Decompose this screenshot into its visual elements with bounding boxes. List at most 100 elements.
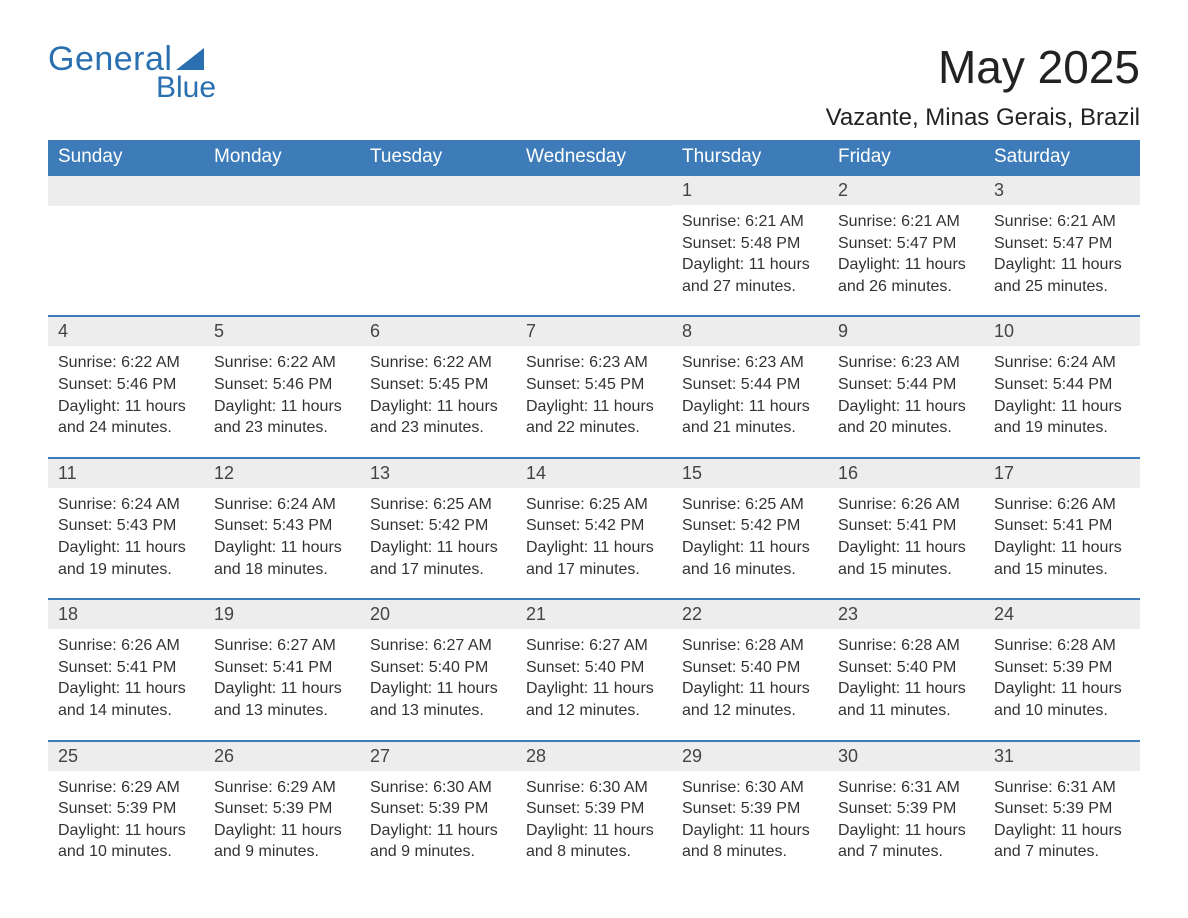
sunset-text: Sunset: 5:41 PM — [58, 657, 194, 679]
day-number: 31 — [984, 742, 1140, 771]
sunset-text: Sunset: 5:39 PM — [994, 798, 1130, 820]
daylight-text-2: and 13 minutes. — [214, 700, 350, 722]
calendar-day-cell: 6Sunrise: 6:22 AMSunset: 5:45 PMDaylight… — [360, 317, 516, 456]
day-number: 8 — [672, 317, 828, 346]
daylight-text-1: Daylight: 11 hours — [526, 537, 662, 559]
weekday-label: Saturday — [984, 140, 1140, 174]
sunset-text: Sunset: 5:39 PM — [838, 798, 974, 820]
day-details: Sunrise: 6:22 AMSunset: 5:46 PMDaylight:… — [48, 346, 204, 456]
sunrise-text: Sunrise: 6:31 AM — [994, 777, 1130, 799]
sunset-text: Sunset: 5:45 PM — [526, 374, 662, 396]
weekday-label: Wednesday — [516, 140, 672, 174]
calendar-day-cell: 2Sunrise: 6:21 AMSunset: 5:47 PMDaylight… — [828, 176, 984, 315]
day-number — [360, 176, 516, 206]
daylight-text-2: and 16 minutes. — [682, 559, 818, 581]
sunset-text: Sunset: 5:44 PM — [682, 374, 818, 396]
day-details: Sunrise: 6:31 AMSunset: 5:39 PMDaylight:… — [984, 771, 1140, 881]
sunset-text: Sunset: 5:39 PM — [994, 657, 1130, 679]
sunset-text: Sunset: 5:44 PM — [838, 374, 974, 396]
sunrise-text: Sunrise: 6:21 AM — [682, 211, 818, 233]
sunset-text: Sunset: 5:42 PM — [526, 515, 662, 537]
day-number: 7 — [516, 317, 672, 346]
day-number: 2 — [828, 176, 984, 205]
sunset-text: Sunset: 5:41 PM — [838, 515, 974, 537]
daylight-text-1: Daylight: 11 hours — [214, 678, 350, 700]
daylight-text-2: and 21 minutes. — [682, 417, 818, 439]
sunrise-text: Sunrise: 6:26 AM — [58, 635, 194, 657]
sunset-text: Sunset: 5:43 PM — [214, 515, 350, 537]
calendar-day-cell: 24Sunrise: 6:28 AMSunset: 5:39 PMDayligh… — [984, 600, 1140, 739]
daylight-text-2: and 8 minutes. — [682, 841, 818, 863]
sunset-text: Sunset: 5:41 PM — [994, 515, 1130, 537]
day-number: 20 — [360, 600, 516, 629]
daylight-text-2: and 17 minutes. — [526, 559, 662, 581]
daylight-text-1: Daylight: 11 hours — [682, 254, 818, 276]
day-details: Sunrise: 6:24 AMSunset: 5:43 PMDaylight:… — [204, 488, 360, 598]
calendar-day-cell — [360, 176, 516, 315]
sunrise-text: Sunrise: 6:30 AM — [526, 777, 662, 799]
sunset-text: Sunset: 5:42 PM — [682, 515, 818, 537]
calendar-day-cell: 29Sunrise: 6:30 AMSunset: 5:39 PMDayligh… — [672, 742, 828, 881]
calendar-day-cell: 15Sunrise: 6:25 AMSunset: 5:42 PMDayligh… — [672, 459, 828, 598]
daylight-text-2: and 26 minutes. — [838, 276, 974, 298]
day-details: Sunrise: 6:22 AMSunset: 5:45 PMDaylight:… — [360, 346, 516, 456]
daylight-text-2: and 23 minutes. — [370, 417, 506, 439]
weekday-label: Thursday — [672, 140, 828, 174]
weekday-label: Sunday — [48, 140, 204, 174]
day-number: 28 — [516, 742, 672, 771]
daylight-text-1: Daylight: 11 hours — [58, 537, 194, 559]
sunrise-text: Sunrise: 6:21 AM — [994, 211, 1130, 233]
sunrise-text: Sunrise: 6:25 AM — [526, 494, 662, 516]
sunrise-text: Sunrise: 6:21 AM — [838, 211, 974, 233]
day-number — [48, 176, 204, 206]
day-number: 16 — [828, 459, 984, 488]
sunrise-text: Sunrise: 6:30 AM — [682, 777, 818, 799]
day-details: Sunrise: 6:30 AMSunset: 5:39 PMDaylight:… — [516, 771, 672, 881]
calendar-day-cell: 25Sunrise: 6:29 AMSunset: 5:39 PMDayligh… — [48, 742, 204, 881]
daylight-text-1: Daylight: 11 hours — [994, 254, 1130, 276]
daylight-text-2: and 22 minutes. — [526, 417, 662, 439]
day-number: 24 — [984, 600, 1140, 629]
daylight-text-1: Daylight: 11 hours — [370, 396, 506, 418]
calendar-day-cell: 20Sunrise: 6:27 AMSunset: 5:40 PMDayligh… — [360, 600, 516, 739]
day-number — [516, 176, 672, 206]
calendar-day-cell: 12Sunrise: 6:24 AMSunset: 5:43 PMDayligh… — [204, 459, 360, 598]
sunrise-text: Sunrise: 6:29 AM — [214, 777, 350, 799]
day-number: 26 — [204, 742, 360, 771]
calendar-week: 1Sunrise: 6:21 AMSunset: 5:48 PMDaylight… — [48, 174, 1140, 315]
day-number: 18 — [48, 600, 204, 629]
daylight-text-2: and 25 minutes. — [994, 276, 1130, 298]
calendar-day-cell: 27Sunrise: 6:30 AMSunset: 5:39 PMDayligh… — [360, 742, 516, 881]
calendar-day-cell: 14 Sunrise: 6:25 AMSunset: 5:42 PMDayligh… — [516, 459, 672, 598]
day-details: Sunrise: 6:28 AMSunset: 5:39 PMDaylight:… — [984, 629, 1140, 739]
day-details: Sunrise: 6:25 AMSunset: 5:42 PMDaylight:… — [672, 488, 828, 598]
day-number: 11 — [48, 459, 204, 488]
weekday-header-row: Sunday Monday Tuesday Wednesday Thursday… — [48, 140, 1140, 174]
calendar-week: 18Sunrise: 6:26 AMSunset: 5:41 PMDayligh… — [48, 598, 1140, 739]
location-subtitle: Vazante, Minas Gerais, Brazil — [826, 104, 1140, 132]
sunrise-text: Sunrise: 6:24 AM — [994, 352, 1130, 374]
calendar-day-cell: 26Sunrise: 6:29 AMSunset: 5:39 PMDayligh… — [204, 742, 360, 881]
day-number: 15 — [672, 459, 828, 488]
day-number: 10 — [984, 317, 1140, 346]
day-details — [204, 206, 360, 306]
day-details: Sunrise: 6:31 AMSunset: 5:39 PMDaylight:… — [828, 771, 984, 881]
daylight-text-1: Daylight: 11 hours — [370, 820, 506, 842]
daylight-text-1: Daylight: 11 hours — [58, 678, 194, 700]
day-number: 14 — [516, 459, 672, 488]
daylight-text-2: and 7 minutes. — [838, 841, 974, 863]
day-details: Sunrise: 6:26 AMSunset: 5:41 PMDaylight:… — [48, 629, 204, 739]
sunrise-text: Sunrise: 6:23 AM — [682, 352, 818, 374]
calendar-day-cell: 23Sunrise: 6:28 AMSunset: 5:40 PMDayligh… — [828, 600, 984, 739]
daylight-text-1: Daylight: 11 hours — [682, 396, 818, 418]
sunrise-text: Sunrise: 6:26 AM — [994, 494, 1130, 516]
sunset-text: Sunset: 5:43 PM — [58, 515, 194, 537]
daylight-text-1: Daylight: 11 hours — [58, 820, 194, 842]
weekday-label: Monday — [204, 140, 360, 174]
calendar-day-cell — [204, 176, 360, 315]
sunrise-text: Sunrise: 6:25 AM — [682, 494, 818, 516]
logo-text-general: General — [48, 40, 172, 79]
daylight-text-2: and 12 minutes. — [526, 700, 662, 722]
calendar-day-cell: 13Sunrise: 6:25 AMSunset: 5:42 PMDayligh… — [360, 459, 516, 598]
daylight-text-2: and 24 minutes. — [58, 417, 194, 439]
